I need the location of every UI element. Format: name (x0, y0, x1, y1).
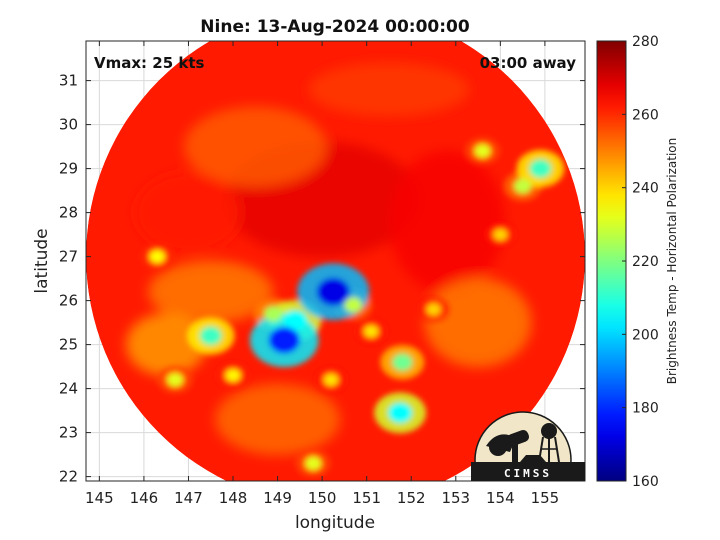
feature-core (513, 178, 532, 194)
swath-band (308, 62, 470, 117)
x-tick-label: 154 (486, 489, 515, 507)
swath-band (184, 106, 327, 187)
feature-core (474, 144, 491, 158)
x-tick-label: 150 (308, 489, 337, 507)
swath-band (135, 172, 242, 253)
feature-core (388, 402, 413, 423)
swath-features (140, 137, 565, 478)
chart-title: Nine: 13-Aug-2024 00:00:00 (200, 17, 470, 37)
swath-band (388, 150, 505, 293)
heatmap-swath (86, 41, 585, 481)
feature-core (166, 372, 184, 387)
y-tick-label: 26 (59, 292, 78, 310)
colorbar-label: Brightness Temp - Horizontal Polarizatio… (665, 138, 679, 385)
y-tick-label: 30 (59, 116, 78, 134)
x-tick-label: 152 (397, 489, 426, 507)
feature-core (344, 297, 363, 313)
swath-band (424, 278, 532, 368)
x-tick-label: 146 (130, 489, 159, 507)
colorbar-tick-label: 260 (632, 107, 659, 123)
feature-core (149, 249, 166, 264)
colorbar-tick-label: 220 (632, 254, 659, 270)
y-tick-label: 22 (59, 468, 78, 486)
x-tick-label: 149 (263, 489, 292, 507)
x-axis: 145 146 147 148 149 150 151 152 153 154 155 (85, 41, 559, 507)
feature-core (323, 373, 339, 387)
logo-text: CIMSS (504, 467, 552, 480)
cimss-logo: CIMSS (471, 411, 585, 481)
feature-core (363, 325, 379, 338)
y-tick-label: 25 (59, 336, 78, 354)
x-tick-label: 155 (531, 489, 560, 507)
feature-core (529, 159, 552, 178)
colorbar-gradient (596, 40, 627, 482)
feature-core (283, 310, 308, 331)
swath-band (126, 313, 207, 376)
y-tick-label: 24 (59, 380, 78, 398)
feature-core (316, 277, 350, 306)
x-tick-label: 147 (174, 489, 203, 507)
y-tick-label: 29 (59, 160, 78, 178)
y-tick-label: 31 (59, 72, 78, 90)
swath-band (215, 383, 340, 456)
colorbar-ticks: 160 180 200 220 240 260 280 (622, 34, 659, 490)
time-away-annotation: 03:00 away (480, 54, 577, 72)
plot-frame (85, 40, 586, 482)
colorbar-tick-label: 280 (632, 34, 659, 50)
y-axis-label: latitude (32, 228, 52, 293)
colorbar-tick-label: 200 (632, 327, 659, 343)
feature-core (426, 303, 441, 316)
y-axis: 22 23 24 25 26 27 28 29 30 31 (59, 72, 585, 486)
feature-core (263, 305, 283, 322)
x-tick-label: 148 (219, 489, 248, 507)
vmax-annotation: Vmax: 25 kts (94, 54, 204, 72)
colorbar-tick-label: 240 (632, 181, 659, 197)
colorbar: 160 180 200 220 240 260 280 Brightness Temp - … (596, 34, 679, 490)
feature-core (392, 353, 413, 371)
x-axis-label: longitude (295, 513, 375, 533)
feature-core (268, 326, 301, 354)
feature-core (225, 368, 241, 382)
x-tick-label: 151 (352, 489, 381, 507)
y-tick-label: 28 (59, 204, 78, 222)
feature-core (199, 326, 222, 346)
x-tick-label: 145 (85, 489, 114, 507)
swath-bands (126, 62, 532, 456)
y-tick-label: 27 (59, 248, 78, 266)
feature-core (305, 456, 322, 471)
feature-core (493, 228, 508, 241)
colorbar-tick-label: 180 (632, 401, 659, 417)
swath-band (148, 260, 274, 323)
x-tick-label: 153 (441, 489, 470, 507)
y-tick-label: 23 (59, 424, 78, 442)
colorbar-tick-label: 160 (632, 474, 659, 490)
